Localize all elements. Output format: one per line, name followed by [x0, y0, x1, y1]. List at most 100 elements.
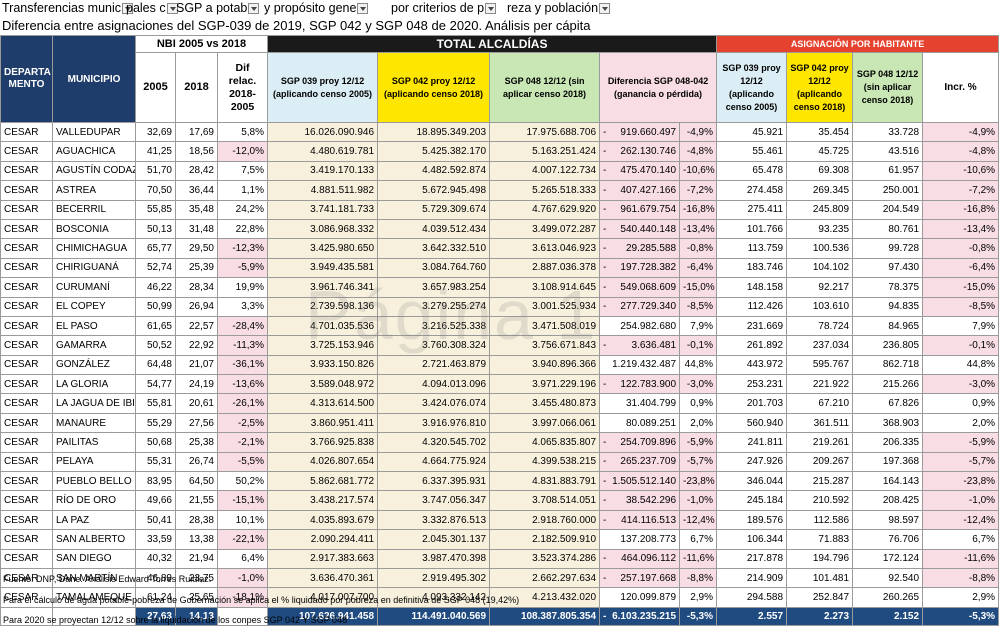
cell-departamento[interactable]: CESAR — [0, 548, 53, 569]
header-incr[interactable]: Incr. % — [922, 52, 1000, 123]
cell-hab-sgp042[interactable]: 69.308 — [786, 160, 854, 182]
cell-incr[interactable]: -10,6% — [922, 160, 1000, 182]
cell-sgp042[interactable]: 4.320.545.702 — [377, 432, 491, 453]
cell-hab-sgp048[interactable]: 172.124 — [852, 548, 924, 569]
total-incr[interactable]: -5,3% — [922, 606, 1000, 626]
cell-nbi-2018[interactable]: 35,48 — [175, 199, 218, 220]
cell-hab-sgp042[interactable]: 45.725 — [786, 141, 854, 162]
cell-sgp042[interactable]: 3.642.332.510 — [377, 238, 491, 259]
cell-sgp042[interactable]: 3.332.876.513 — [377, 509, 491, 531]
cell-diferencia-pct[interactable]: -5,7% — [679, 451, 718, 473]
cell-dif-relac[interactable]: -36,1% — [216, 354, 269, 376]
cell-sgp048[interactable]: 3.001.525.934 — [489, 296, 601, 317]
cell-hab-sgp048[interactable]: 76.706 — [852, 529, 924, 550]
cell-hab-sgp042[interactable]: 269.345 — [786, 180, 854, 201]
total-blank[interactable] — [0, 606, 53, 626]
cell-sgp039[interactable]: 3.438.217.574 — [267, 490, 379, 511]
cell-sgp048[interactable]: 3.708.514.051 — [489, 490, 601, 511]
cell-sgp048[interactable]: 3.613.046.923 — [489, 238, 601, 259]
header-sgp048[interactable]: SGP 048 12/12 (sin aplicar censo 2018) — [489, 52, 601, 123]
cell-incr[interactable]: -5,7% — [922, 451, 1000, 473]
cell-diferencia[interactable]: -414.116.513 — [599, 509, 681, 531]
cell-incr[interactable]: 2,9% — [922, 587, 1000, 608]
cell-diferencia[interactable]: -464.096.112 — [599, 548, 681, 569]
cell-hab-sgp042[interactable]: 237.034 — [786, 335, 854, 356]
cell-sgp048[interactable]: 4.399.538.215 — [489, 451, 601, 473]
cell-incr[interactable]: -4,9% — [922, 121, 1000, 143]
cell-sgp048[interactable]: 3.756.671.843 — [489, 335, 601, 356]
cell-diferencia[interactable]: -38.542.296 — [599, 490, 681, 511]
cell-nbi-2018[interactable]: 22,92 — [175, 335, 218, 356]
cell-sgp039[interactable]: 4.017.007.700 — [267, 587, 379, 608]
cell-nbi-2005[interactable]: 54,77 — [135, 374, 176, 395]
header-hab-sgp042[interactable]: SGP 042 proy 12/12 (aplicando censo 2018… — [786, 52, 854, 123]
cell-hab-sgp042[interactable]: 361.511 — [786, 412, 854, 434]
cell-hab-sgp042[interactable]: 104.102 — [786, 257, 854, 279]
cell-hab-sgp039[interactable]: 214.909 — [716, 567, 788, 589]
cell-dif-relac[interactable]: 1,1% — [216, 180, 269, 201]
cell-sgp042[interactable]: 4.094.013.096 — [377, 374, 491, 395]
cell-diferencia[interactable]: -265.237.709 — [599, 451, 681, 473]
cell-hab-sgp039[interactable]: 275.411 — [716, 199, 788, 220]
cell-dif-relac[interactable]: -2,5% — [216, 412, 269, 434]
cell-hab-sgp042[interactable]: 221.922 — [786, 374, 854, 395]
cell-diferencia[interactable]: -1.505.512.140 — [599, 471, 681, 492]
cell-hab-sgp039[interactable]: 346.044 — [716, 471, 788, 492]
cell-diferencia-pct[interactable]: -6,4% — [679, 257, 718, 279]
cell-nbi-2018[interactable]: 18,56 — [175, 141, 218, 162]
filter-dropdown-icon[interactable] — [166, 3, 178, 15]
cell-sgp039[interactable]: 4.701.035.536 — [267, 315, 379, 337]
cell-hab-sgp039[interactable]: 245.184 — [716, 490, 788, 511]
cell-hab-sgp048[interactable]: 98.597 — [852, 509, 924, 531]
cell-dif-relac[interactable]: 19,9% — [216, 277, 269, 298]
cell-hab-sgp039[interactable]: 261.892 — [716, 335, 788, 356]
cell-diferencia[interactable]: -961.679.754 — [599, 199, 681, 220]
cell-diferencia[interactable]: -262.130.746 — [599, 141, 681, 162]
cell-dif-relac[interactable]: 7,5% — [216, 160, 269, 182]
cell-incr[interactable]: -4,8% — [922, 141, 1000, 162]
cell-hab-sgp042[interactable]: 78.724 — [786, 315, 854, 337]
cell-sgp039[interactable]: 4.881.511.982 — [267, 180, 379, 201]
cell-municipio[interactable]: AGUSTÍN CODAZ — [52, 160, 136, 182]
cell-nbi-2005[interactable]: 65,77 — [135, 238, 176, 259]
cell-sgp042[interactable]: 3.657.983.254 — [377, 277, 491, 298]
cell-diferencia-pct[interactable]: -15,0% — [679, 277, 718, 298]
cell-sgp048[interactable]: 3.971.229.196 — [489, 374, 601, 395]
cell-nbi-2018[interactable]: 28,34 — [175, 277, 218, 298]
cell-diferencia-pct[interactable]: -10,6% — [679, 160, 718, 182]
cell-sgp042[interactable]: 2.721.463.879 — [377, 354, 491, 376]
cell-sgp042[interactable]: 18.895.349.203 — [377, 121, 491, 143]
cell-hab-sgp042[interactable]: 92.217 — [786, 277, 854, 298]
cell-sgp048[interactable]: 2.887.036.378 — [489, 257, 601, 279]
cell-departamento[interactable]: CESAR — [0, 374, 53, 395]
cell-hab-sgp039[interactable]: 112.426 — [716, 296, 788, 317]
cell-nbi-2005[interactable]: 50,41 — [135, 509, 176, 531]
cell-municipio[interactable]: LA JAGUA DE IBI — [52, 393, 136, 414]
cell-sgp048[interactable]: 3.523.374.286 — [489, 548, 601, 569]
cell-nbi-2018[interactable]: 24,19 — [175, 374, 218, 395]
cell-sgp048[interactable]: 4.007.122.734 — [489, 160, 601, 182]
cell-diferencia-pct[interactable]: -13,4% — [679, 218, 718, 240]
cell-dif-relac[interactable]: 10,1% — [216, 509, 269, 531]
cell-dif-relac[interactable]: -28,4% — [216, 315, 269, 337]
cell-incr[interactable]: -15,0% — [922, 277, 1000, 298]
cell-hab-sgp039[interactable]: 189.576 — [716, 509, 788, 531]
cell-sgp042[interactable]: 3.216.525.338 — [377, 315, 491, 337]
cell-sgp042[interactable]: 4.664.775.924 — [377, 451, 491, 473]
cell-sgp042[interactable]: 5.672.945.498 — [377, 180, 491, 201]
cell-nbi-2018[interactable]: 36,44 — [175, 180, 218, 201]
total-sgp048[interactable]: 108.387.805.354 — [489, 606, 601, 626]
cell-hab-sgp042[interactable]: 245.809 — [786, 199, 854, 220]
cell-incr[interactable]: -7,2% — [922, 180, 1000, 201]
cell-incr[interactable]: 2,0% — [922, 412, 1000, 434]
cell-nbi-2005[interactable]: 70,50 — [135, 180, 176, 201]
cell-departamento[interactable]: CESAR — [0, 277, 53, 298]
cell-diferencia-pct[interactable]: -7,2% — [679, 180, 718, 201]
cell-sgp048[interactable]: 4.831.883.791 — [489, 471, 601, 492]
cell-hab-sgp042[interactable]: 595.767 — [786, 354, 854, 376]
cell-departamento[interactable]: CESAR — [0, 509, 53, 531]
cell-diferencia[interactable]: 137.208.773 — [599, 529, 681, 550]
cell-hab-sgp039[interactable]: 148.158 — [716, 277, 788, 298]
cell-hab-sgp042[interactable]: 101.481 — [786, 567, 854, 589]
cell-dif-relac[interactable]: -12,0% — [216, 141, 269, 162]
